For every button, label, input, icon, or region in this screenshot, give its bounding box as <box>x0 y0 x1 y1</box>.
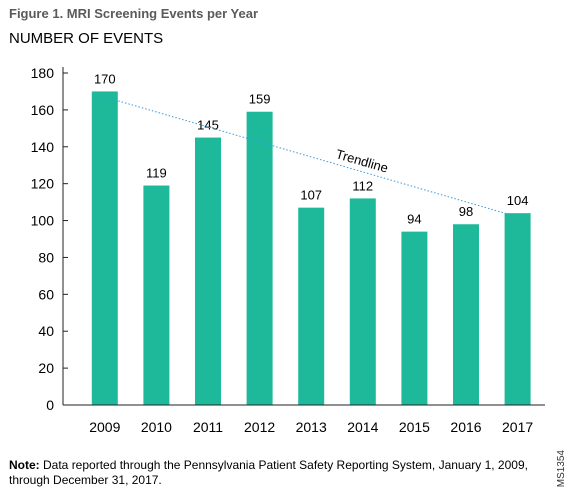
data-label-2017: 104 <box>507 193 529 208</box>
y-axis-title: NUMBER OF EVENTS <box>9 30 164 47</box>
y-tick-label: 80 <box>38 249 54 265</box>
data-label-2016: 98 <box>459 204 473 219</box>
x-tick-label-2017: 2017 <box>502 419 533 435</box>
data-label-2014: 112 <box>352 178 373 193</box>
figure-title: Figure 1. MRI Screening Events per Year <box>9 6 259 21</box>
x-tick-label-2014: 2014 <box>347 419 378 435</box>
x-tick-label-2016: 2016 <box>450 419 481 435</box>
bar-2010 <box>143 185 170 405</box>
trendline <box>104 96 518 218</box>
data-label-2013: 107 <box>300 188 322 203</box>
bar-2009 <box>91 91 118 405</box>
bar-2013 <box>298 207 325 405</box>
y-tick-label: 0 <box>46 397 54 413</box>
bar-2016 <box>453 224 479 405</box>
y-tick-label: 160 <box>31 102 55 118</box>
y-tick-label: 140 <box>31 139 55 155</box>
bar-2015 <box>401 231 428 405</box>
y-tick-label: 120 <box>31 176 55 192</box>
note-text: Data reported through the Pennsylvania P… <box>9 458 528 487</box>
y-tick-label: 100 <box>31 213 55 229</box>
x-axis: 2009 2010 2011 2012 2013 2014 2015 2016 2017 <box>63 404 545 435</box>
x-tick-label-2010: 2010 <box>141 419 172 435</box>
figure-code: MS1354 <box>556 450 567 488</box>
data-label-2011: 145 <box>197 118 219 133</box>
bar-2012 <box>246 111 273 405</box>
note-label: Note: <box>9 458 40 472</box>
y-tick-label: 20 <box>38 360 54 376</box>
data-label-2009: 170 <box>94 71 116 86</box>
bar-2011 <box>195 137 221 406</box>
data-label-2010: 119 <box>146 166 167 181</box>
x-tick-label-2013: 2013 <box>296 419 327 435</box>
y-tick-label: 180 <box>31 65 55 81</box>
data-label-2012: 159 <box>249 92 271 107</box>
note: Note: Data reported through the Pennsylv… <box>9 458 549 488</box>
y-tick-label: 40 <box>38 323 54 339</box>
data-label-2015: 94 <box>407 212 421 227</box>
bars: 170 119 145 159 107 112 94 98 104 <box>91 71 531 406</box>
trendline-label: Trendline <box>334 146 390 175</box>
x-tick-label-2009: 2009 <box>89 419 120 435</box>
bar-2014 <box>349 198 376 405</box>
x-tick-label-2015: 2015 <box>399 419 430 435</box>
y-tick-label: 60 <box>38 286 54 302</box>
y-axis: 0 20 40 60 80 100 120 140 160 180 <box>31 65 68 413</box>
bar-chart: 0 20 40 60 80 100 120 140 160 180 170 119 145 159 107… <box>31 65 545 435</box>
x-tick-label-2011: 2011 <box>193 419 223 435</box>
x-tick-label-2012: 2012 <box>244 419 275 435</box>
bar-2017 <box>504 213 531 405</box>
